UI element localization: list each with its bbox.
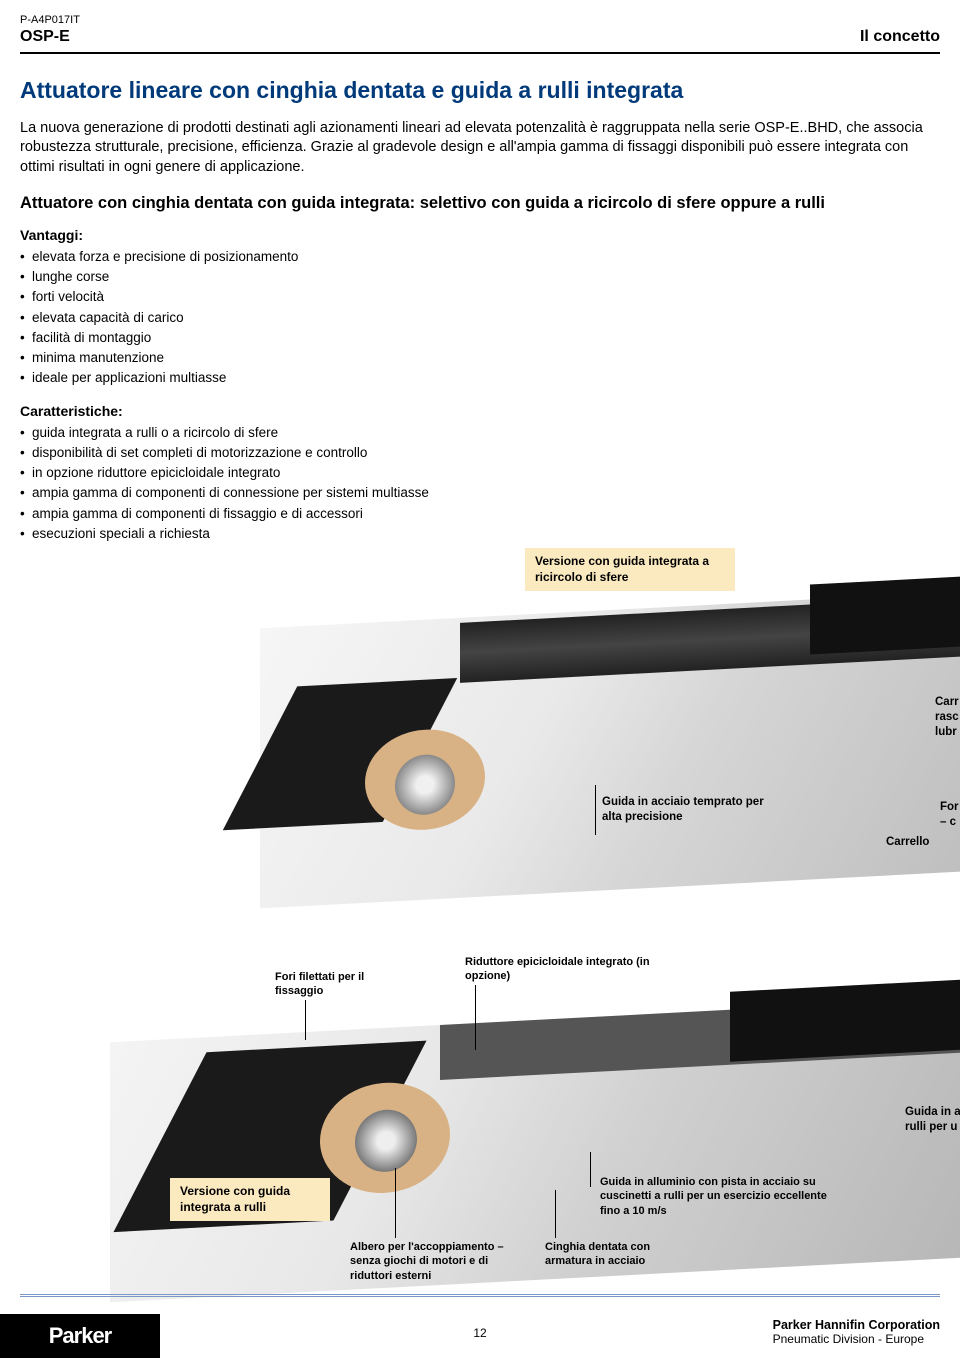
caratteristiche-label: Caratteristiche:	[20, 403, 500, 419]
callout-rulli: Versione con guida integrata a rulli	[170, 1178, 330, 1221]
callout-sfere: Versione con guida integrata a ricircolo…	[525, 548, 735, 591]
render-top	[260, 592, 960, 909]
list-item: disponibilità di set completi di motoriz…	[20, 443, 500, 463]
corporation-info: Parker Hannifin Corporation Pneumatic Di…	[773, 1318, 940, 1346]
list-item: lunghe corse	[20, 267, 500, 287]
corp-division: Pneumatic Division - Europe	[773, 1332, 940, 1346]
lead-line	[305, 1000, 306, 1040]
annot-guida-cut: Guida in a rulli per u	[905, 1105, 960, 1135]
annot-carrello: Carrello	[886, 835, 929, 850]
product-name: OSP-E	[20, 28, 70, 46]
lead-line	[595, 785, 596, 835]
doc-code: P-A4P017IT	[20, 14, 940, 26]
annot-for-cut: For – c	[940, 800, 959, 830]
render-bottom	[110, 998, 960, 1303]
parker-logo: Parker	[0, 1314, 160, 1358]
intro-paragraph: La nuova generazione di prodotti destina…	[20, 119, 940, 178]
list-item: elevata forza e precisione di posizionam…	[20, 247, 500, 267]
list-item: ampia gamma di componenti di fissaggio e…	[20, 504, 500, 524]
annot-carr-cut: Carr rasc lubr	[935, 695, 959, 740]
list-item: elevata capacità di carico	[20, 308, 500, 328]
annot-cinghia: Cinghia dentata con armatura in acciaio	[545, 1240, 695, 1269]
corp-name: Parker Hannifin Corporation	[773, 1318, 940, 1332]
page-footer: Parker 12 Parker Hannifin Corporation Pn…	[0, 1294, 960, 1358]
list-item: ideale per applicazioni multiasse	[20, 368, 500, 388]
lead-line	[555, 1190, 556, 1238]
annot-guida-alluminio: Guida in alluminio con pista in acciaio …	[600, 1175, 835, 1218]
list-item: facilità di montaggio	[20, 328, 500, 348]
list-item: esecuzioni speciali a richiesta	[20, 524, 500, 544]
vantaggi-label: Vantaggi:	[20, 227, 500, 243]
page-title: Attuatore lineare con cinghia dentata e …	[20, 76, 940, 105]
list-item: minima manutenzione	[20, 348, 500, 368]
lead-line	[475, 985, 476, 1050]
lead-line	[395, 1168, 396, 1238]
annot-fori: Fori filettati per il fissaggio	[275, 970, 405, 999]
section-label: Il concetto	[860, 28, 940, 46]
vantaggi-list: elevata forza e precisione di posizionam…	[20, 247, 500, 389]
list-item: guida integrata a rulli o a ricircolo di…	[20, 423, 500, 443]
annot-riduttore: Riduttore epicicloidale integrato (in op…	[465, 955, 685, 984]
annot-guida-acciaio: Guida in acciaio temprato per alta preci…	[602, 795, 772, 825]
list-item: ampia gamma di componenti di connessione…	[20, 483, 500, 503]
list-item: in opzione riduttore epicicloidale integ…	[20, 463, 500, 483]
list-item: forti velocità	[20, 287, 500, 307]
sub-title: Attuatore con cinghia dentata con guida …	[20, 193, 940, 214]
page-number: 12	[473, 1326, 486, 1340]
lead-line	[590, 1152, 591, 1187]
caratteristiche-list: guida integrata a rulli o a ricircolo di…	[20, 423, 500, 545]
annot-albero: Albero per l'accoppiamento – senza gioch…	[350, 1240, 525, 1283]
